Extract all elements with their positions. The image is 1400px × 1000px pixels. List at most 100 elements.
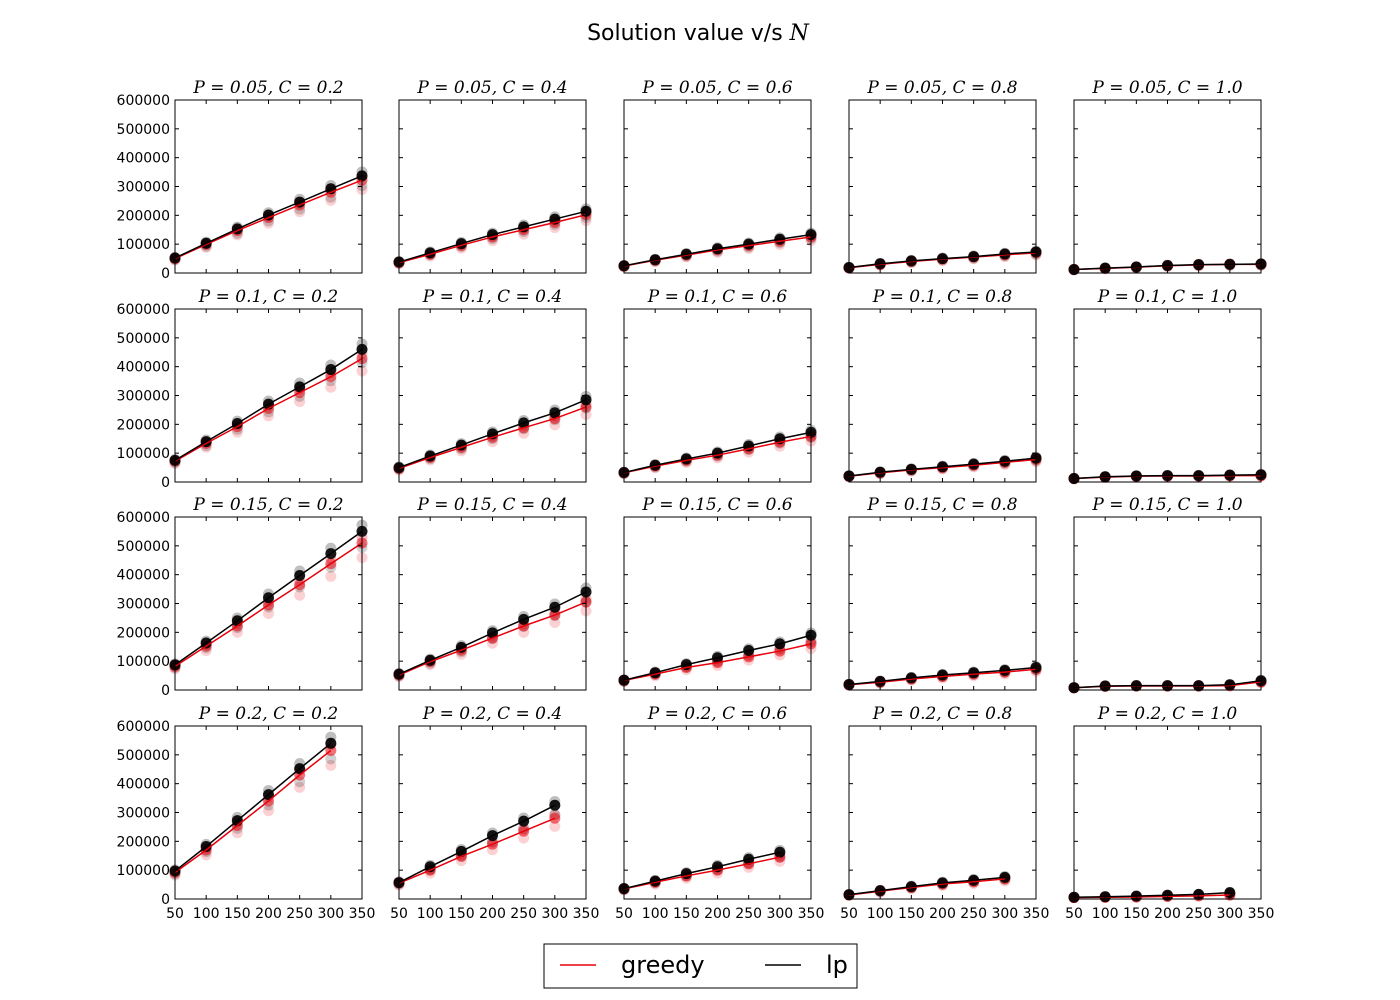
subplot-title: P = 0.15, C = 0.6 [641,495,792,515]
greedy-sample-point [263,607,274,619]
greedy-line [398,817,556,884]
subplot-7: P = 0.1, C = 0.4 [393,287,592,483]
x-tick-label: 150 [898,906,925,922]
subplot-4: P = 0.05, C = 0.8 [843,78,1042,274]
lp-line [398,399,587,469]
lp-line [1073,680,1262,689]
x-tick-label: 350 [573,906,600,922]
x-tick-label: 250 [1185,906,1212,922]
greedy-line [174,179,363,260]
x-tick-label: 50 [840,906,858,922]
x-tick-label: 250 [510,906,537,922]
greedy-line [848,668,1037,686]
subplot-1: P = 0.05, C = 0.2 0 100000 200000 300000 4000… [117,78,368,282]
x-tick-label: 300 [541,906,568,922]
subplot-title: P = 0.05, C = 0.8 [866,78,1017,98]
lp-line [848,666,1037,686]
legend-frame [543,943,858,989]
plot-area [849,100,1036,273]
lp-line [623,233,812,267]
y-tick-label: 400000 [117,568,170,584]
subplot-15: P = 0.15, C = 1.0 [1068,495,1267,694]
lp-line [174,742,332,872]
x-tick-label: 300 [766,906,793,922]
panel-grid: P = 0.05, C = 0.201000002000003000004000… [117,78,1275,922]
lp-line [848,457,1037,477]
plot-area [849,309,1036,482]
subplot-title: P = 0.15, C = 0.8 [866,495,1017,515]
x-tick-label: 300 [1216,906,1243,922]
legend: greedy lp [543,943,858,989]
figure-title-prefix: Solution value v/s [587,21,790,46]
x-tick-label: 200 [1154,906,1181,922]
x-tick-label: 150 [1123,906,1150,922]
subplot-title: P = 0.1, C = 0.4 [422,287,562,307]
y-tick-label: 600000 [117,93,170,109]
greedy-line [623,643,812,682]
greedy-sample-point [294,396,306,408]
greedy-sample-point [549,820,561,832]
lp-line [398,804,556,884]
greedy-line [174,542,363,667]
subplot-title: P = 0.05, C = 0.6 [641,78,792,98]
subplot-title: P = 0.05, C = 1.0 [1091,78,1242,98]
y-tick-label: 500000 [117,539,170,555]
subplot-title: P = 0.15, C = 0.2 [192,495,343,515]
greedy-sample-point [325,570,337,582]
greedy-line [398,214,587,264]
lp-line [623,634,812,681]
subplot-14: P = 0.15, C = 0.8 [843,495,1042,691]
lp-line [174,348,363,462]
figure-title: Solution value v/s N [587,21,810,46]
lp-line [1073,263,1262,271]
legend-greedy-label: greedy [621,951,705,979]
x-tick-label: 200 [929,906,956,922]
subplot-title: P = 0.2, C = 0.8 [872,704,1013,724]
subplot-title: P = 0.15, C = 0.4 [416,495,567,515]
x-tick-label: 350 [1248,906,1275,922]
x-tick-label: 200 [704,906,731,922]
x-tick-label: 50 [615,906,633,922]
y-tick-label: 100000 [117,446,170,462]
y-tick-label: 200000 [117,417,170,433]
subplot-title: P = 0.1, C = 0.8 [872,287,1013,307]
subplot-title: P = 0.15, C = 1.0 [1091,495,1242,515]
subplot-5: P = 0.05, C = 1.0 [1068,78,1267,276]
subplot-17: P = 0.2, C = 0.4 50 100 150 200 250 300 350 [390,704,599,922]
x-tick-label: 200 [479,906,506,922]
plot-area [1074,517,1261,690]
plot-area [399,100,586,273]
subplot-16: P = 0.2, C = 0.2 0 100000 200000 300000 40000… [117,704,376,922]
subplot-11: P = 0.15, C = 0.2 0 100000 200000 300000 4000… [117,495,368,699]
subplot-title: P = 0.1, C = 0.6 [647,287,788,307]
greedy-line [398,406,587,470]
subplot-9: P = 0.1, C = 0.8 [843,287,1042,483]
y-tick-label: 400000 [117,360,170,376]
y-tick-label: 300000 [117,180,170,196]
lp-line [398,591,587,675]
y-tick-label: 300000 [117,389,170,405]
lp-line [848,251,1037,269]
lp-line [848,876,1005,896]
x-tick-label: 250 [960,906,987,922]
x-tick-label: 100 [417,906,444,922]
subplot-title: P = 0.2, C = 1.0 [1097,704,1238,724]
x-tick-label: 350 [798,906,825,922]
y-tick-label: 100000 [117,654,170,670]
x-tick-label: 250 [735,906,762,922]
figure-title-variable: N [789,21,810,46]
x-tick-label: 50 [166,906,184,922]
x-tick-label: 50 [1065,906,1083,922]
x-tick-label: 50 [390,906,408,922]
subplot-19: P = 0.2, C = 0.8 50 100 150 200 250 300 350 [840,704,1049,922]
subplot-title: P = 0.2, C = 0.4 [422,704,562,724]
subplot-2: P = 0.05, C = 0.4 [393,78,592,274]
lp-line [398,210,587,263]
x-tick-label: 300 [991,906,1018,922]
y-tick-label: 100000 [117,863,170,879]
subplot-6: P = 0.1, C = 0.2 0 100000 200000 300000 40000… [117,287,368,491]
subplot-title: P = 0.1, C = 1.0 [1097,287,1238,307]
lp-line [174,530,363,666]
lp-line [1073,891,1230,899]
x-tick-label: 100 [1092,906,1119,922]
